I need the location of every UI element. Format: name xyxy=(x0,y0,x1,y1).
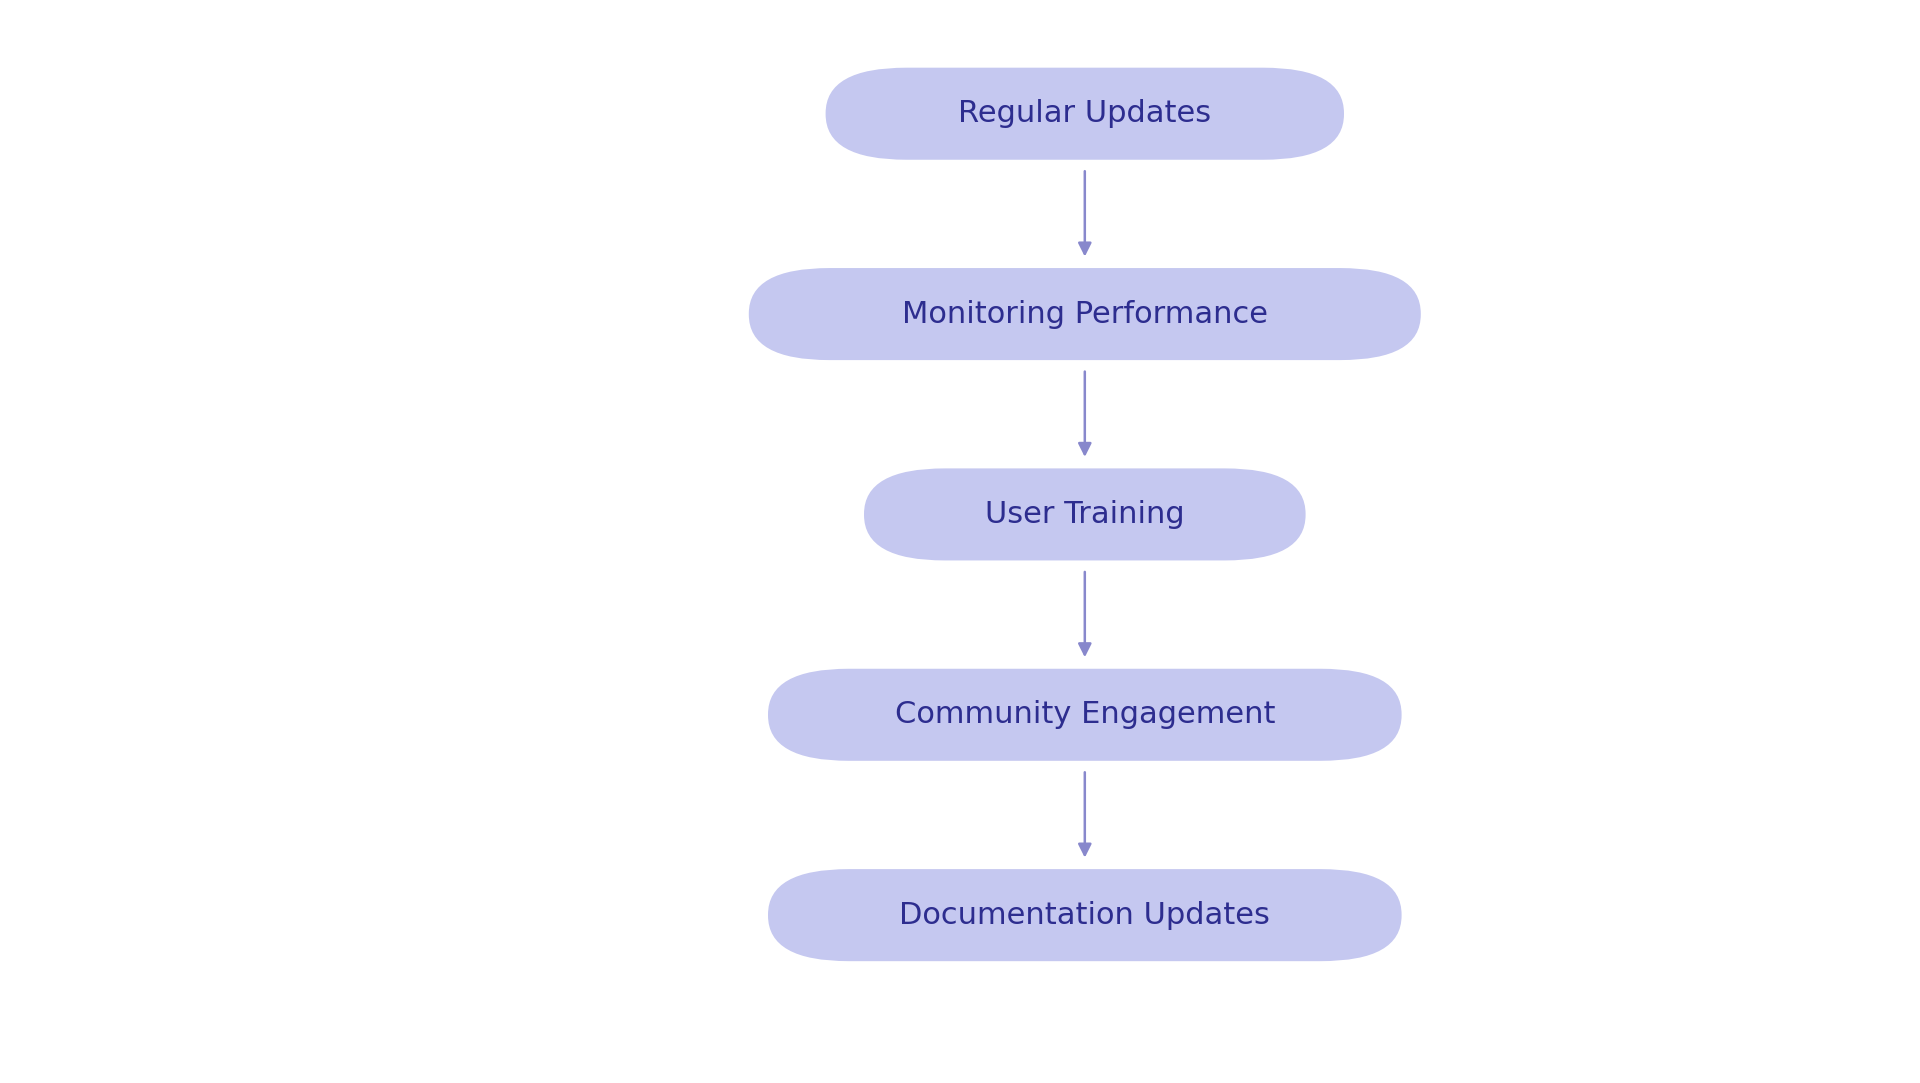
Text: User Training: User Training xyxy=(985,500,1185,529)
Text: Community Engagement: Community Engagement xyxy=(895,701,1275,729)
FancyBboxPatch shape xyxy=(826,67,1344,159)
Text: Monitoring Performance: Monitoring Performance xyxy=(902,300,1267,328)
FancyBboxPatch shape xyxy=(768,869,1402,962)
FancyBboxPatch shape xyxy=(768,668,1402,760)
Text: Regular Updates: Regular Updates xyxy=(958,100,1212,128)
Text: Documentation Updates: Documentation Updates xyxy=(899,901,1271,929)
FancyBboxPatch shape xyxy=(864,469,1306,561)
FancyBboxPatch shape xyxy=(749,269,1421,360)
